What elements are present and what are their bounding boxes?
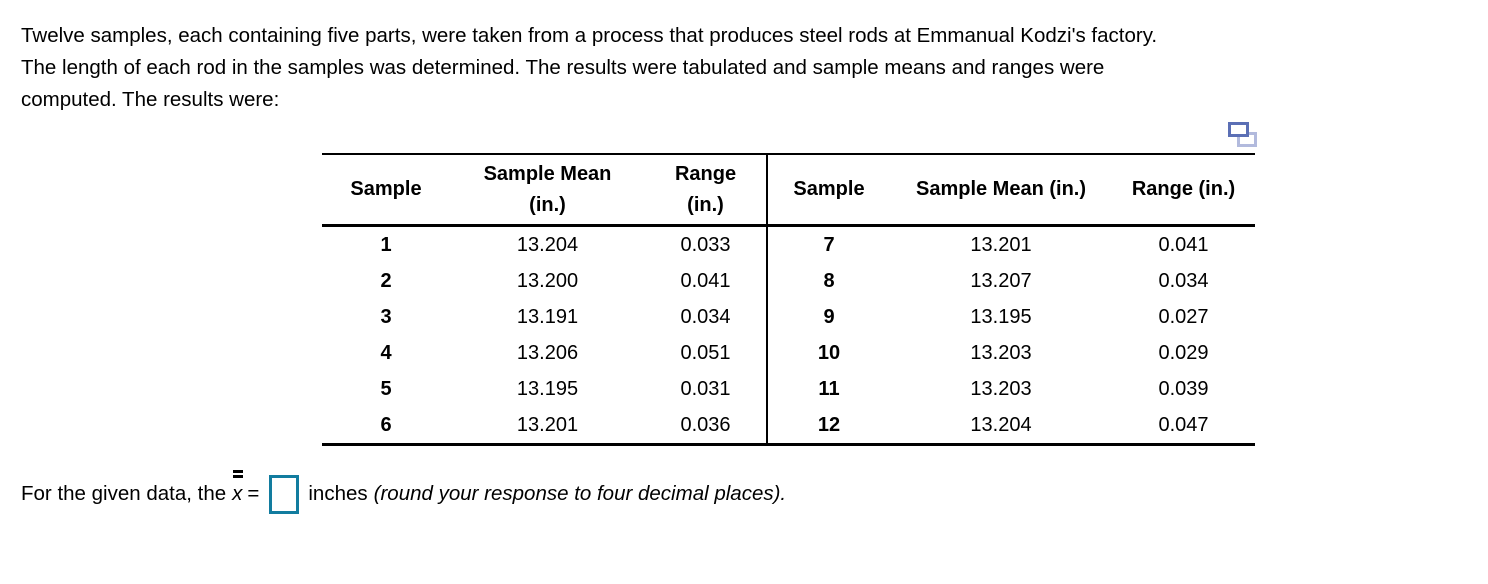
cell-range: 0.051 bbox=[680, 341, 731, 364]
cell-sample: 1 bbox=[380, 233, 392, 256]
header-left-mean: Sample Mean (in.) bbox=[450, 154, 645, 227]
cell-range: 0.029 bbox=[1158, 341, 1209, 364]
table-row: 6 13.201 0.036 12 13.204 0.047 bbox=[322, 407, 1255, 445]
cell-mean: 13.195 bbox=[970, 305, 1032, 328]
cell-range: 0.041 bbox=[680, 269, 731, 292]
cell-sample: 8 bbox=[766, 263, 890, 299]
cell-mean: 13.201 bbox=[516, 413, 579, 436]
cell-range: 0.027 bbox=[1158, 305, 1209, 328]
double-overline bbox=[233, 470, 244, 480]
cell-range: 0.041 bbox=[1158, 233, 1209, 256]
cell-sample: 5 bbox=[380, 377, 392, 400]
table-row: 3 13.191 0.034 9 13.195 0.027 bbox=[322, 299, 1255, 335]
answer-prefix: For the given data, the bbox=[21, 482, 227, 505]
rounding-note: (round your response to four decimal pla… bbox=[373, 482, 787, 505]
cell-range: 0.034 bbox=[1158, 269, 1209, 292]
problem-line-1: Twelve samples, each containing five par… bbox=[21, 24, 1158, 47]
cell-range: 0.036 bbox=[680, 413, 731, 436]
table-row: 1 13.204 0.033 7 13.201 0.041 bbox=[322, 225, 1255, 263]
cell-range: 0.033 bbox=[680, 233, 731, 256]
cell-range: 0.034 bbox=[680, 305, 731, 328]
cell-sample: 7 bbox=[766, 225, 890, 263]
samples-table: Sample Sample Mean (in.) Range (in.) Sam… bbox=[322, 153, 1255, 446]
problem-line-3: computed. The results were: bbox=[21, 88, 280, 111]
cell-sample: 9 bbox=[766, 299, 890, 335]
cell-mean: 13.195 bbox=[516, 377, 579, 400]
cell-mean: 13.204 bbox=[516, 233, 579, 256]
cell-mean: 13.207 bbox=[970, 269, 1032, 292]
cell-range: 0.031 bbox=[680, 377, 731, 400]
cell-range: 0.047 bbox=[1158, 413, 1209, 436]
x-double-bar-symbol: x bbox=[232, 470, 244, 506]
answer-sentence: For the given data, the x = inches (roun… bbox=[21, 466, 786, 522]
cell-range: 0.039 bbox=[1158, 377, 1209, 400]
cell-sample: 2 bbox=[380, 269, 392, 292]
cell-mean: 13.204 bbox=[970, 413, 1032, 436]
table-row: 4 13.206 0.051 10 13.203 0.029 bbox=[322, 335, 1255, 371]
cell-mean: 13.191 bbox=[516, 305, 579, 328]
cell-sample: 3 bbox=[380, 305, 392, 328]
table-header-row: Sample Sample Mean (in.) Range (in.) Sam… bbox=[322, 154, 1255, 227]
popup-icon-front-window bbox=[1228, 122, 1249, 137]
x-symbol: x bbox=[232, 482, 243, 505]
header-right-range: Range (in.) bbox=[1112, 154, 1255, 227]
cell-mean: 13.201 bbox=[970, 233, 1032, 256]
cell-mean: 13.203 bbox=[970, 341, 1032, 364]
header-right-sample: Sample bbox=[766, 154, 890, 227]
table-row: 2 13.200 0.041 8 13.207 0.034 bbox=[322, 263, 1255, 299]
cell-sample: 10 bbox=[766, 335, 890, 371]
header-left-range: Range (in.) bbox=[645, 154, 767, 227]
popup-table-icon[interactable] bbox=[1228, 122, 1257, 149]
cell-mean: 13.200 bbox=[516, 269, 579, 292]
answer-unit: inches bbox=[308, 482, 368, 505]
cell-sample: 12 bbox=[766, 407, 890, 445]
answer-input[interactable] bbox=[269, 474, 300, 514]
header-left-sample: Sample bbox=[322, 154, 450, 227]
problem-line-2: The length of each rod in the samples wa… bbox=[21, 56, 1105, 79]
header-right-mean: Sample Mean (in.) bbox=[890, 154, 1112, 227]
cell-mean: 13.206 bbox=[516, 341, 579, 364]
cell-sample: 4 bbox=[380, 341, 392, 364]
cell-sample: 6 bbox=[380, 413, 392, 436]
problem-statement: Twelve samples, each containing five par… bbox=[21, 20, 1157, 116]
equals-sign: = bbox=[247, 482, 260, 505]
table-row: 5 13.195 0.031 11 13.203 0.039 bbox=[322, 371, 1255, 407]
cell-mean: 13.203 bbox=[970, 377, 1032, 400]
cell-sample: 11 bbox=[766, 371, 890, 407]
